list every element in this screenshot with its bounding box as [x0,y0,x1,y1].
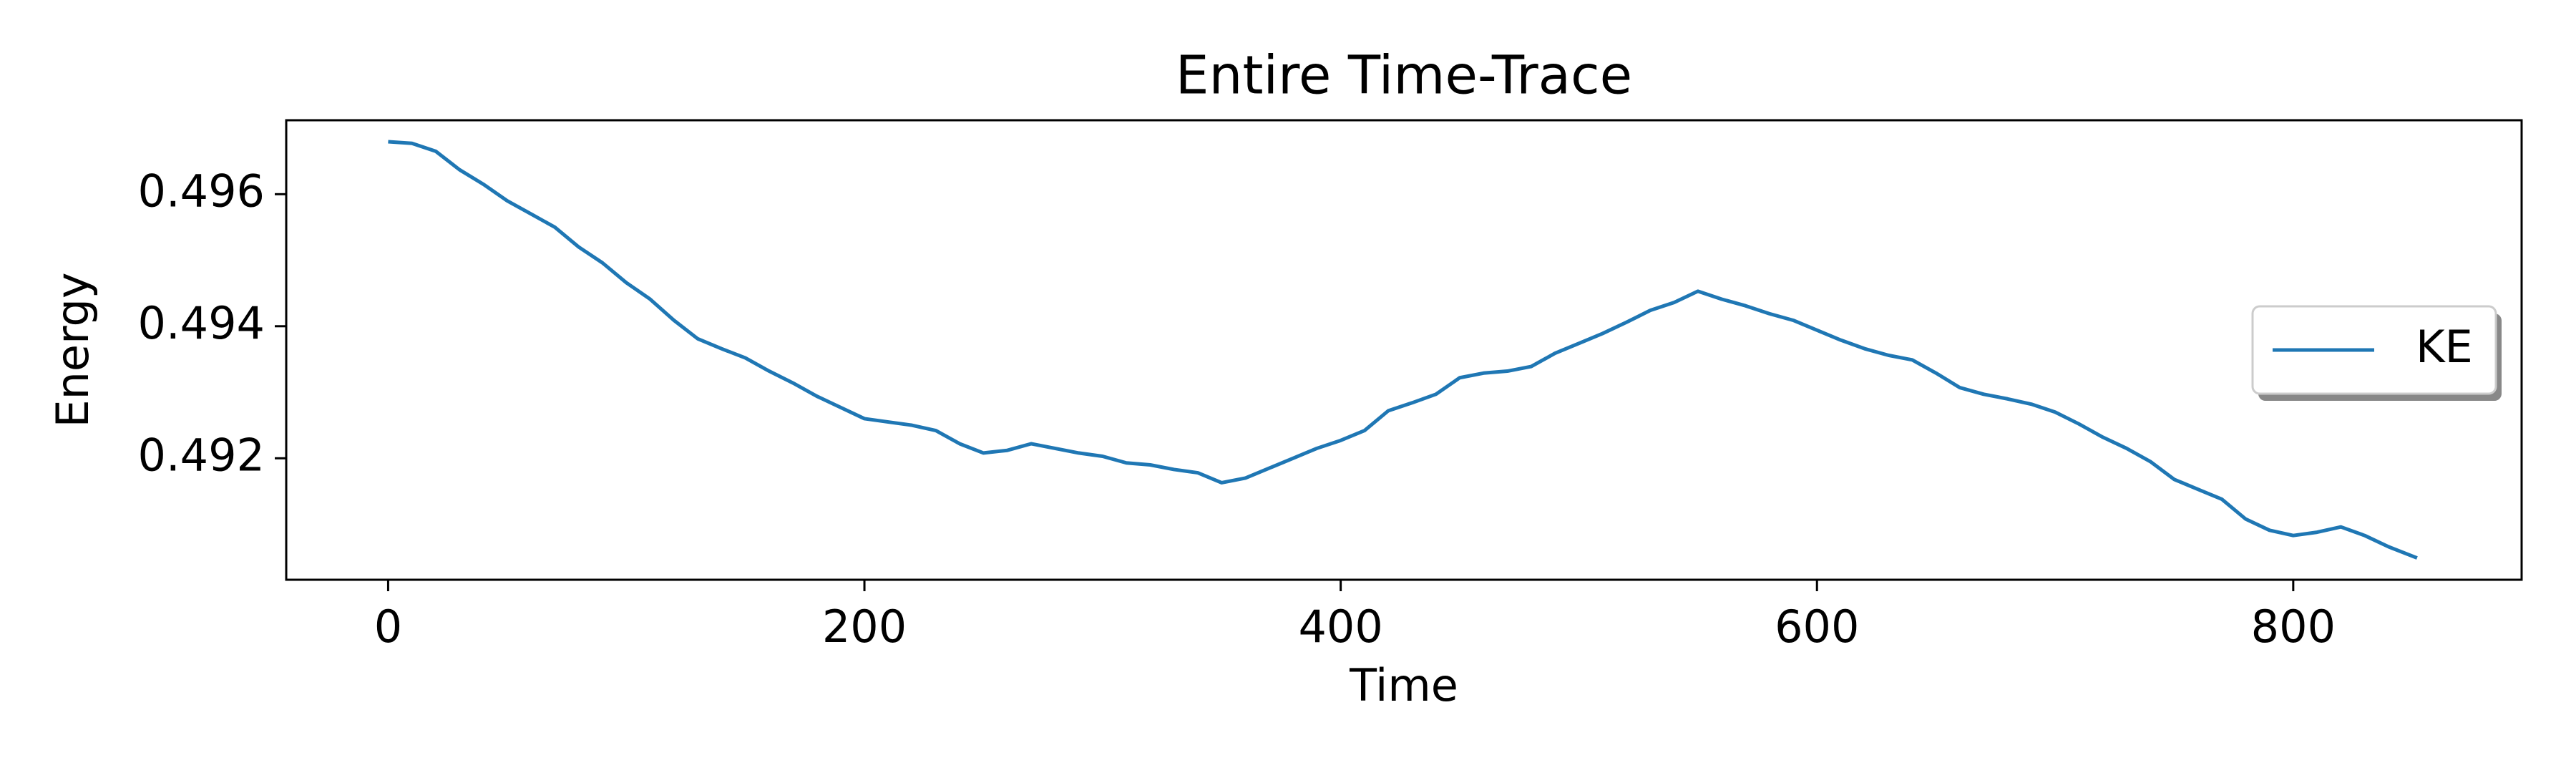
x-tick-label: 800 [2251,601,2336,653]
x-axis-label: Time [1349,659,1458,711]
x-tick-label: 200 [822,601,907,653]
legend-label: KE [2416,321,2473,373]
y-axis-label: Energy [47,272,99,427]
plot-frame [285,119,2523,581]
chart-title: Entire Time-Trace [1176,45,1632,107]
x-tick-label: 400 [1298,601,1382,653]
y-tick-label: 0.494 [138,297,265,349]
y-tick-label: 0.492 [138,429,265,481]
data-line [388,140,2418,560]
y-tick-label: 0.496 [138,165,265,217]
x-tick-label: 600 [1775,601,1859,653]
x-tick-label: 0 [374,601,402,653]
